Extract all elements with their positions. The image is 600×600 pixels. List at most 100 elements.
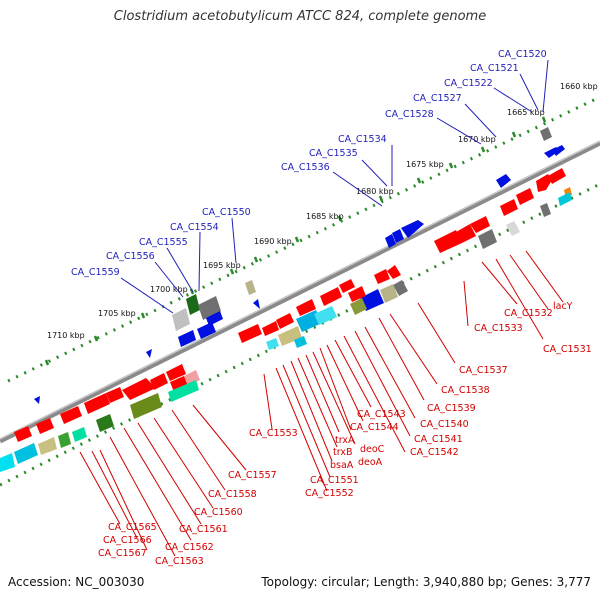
gene-label[interactable]: CA_C1567 [98,548,147,559]
forward-gene-labels: CA_C1520 CA_C1521 CA_C1522 CA_C1527 CA_C… [71,49,547,278]
gene-label[interactable]: deoC [360,444,385,455]
gene-label[interactable]: CA_C1534 [338,134,387,145]
gene-label[interactable]: CA_C1541 [414,434,463,445]
gene-label[interactable]: CA_C1533 [474,323,523,334]
scale-label: 1670 kbp [458,135,496,144]
gene-arrow-blue [392,229,404,243]
gene-label[interactable]: lacY [553,301,573,312]
scale-label: 1685 kbp [306,212,344,221]
gene-arrow-red [60,406,82,424]
gene-box-olive [130,393,162,419]
gene-arrow-red [456,224,476,243]
gene-label[interactable]: CA_C1531 [543,344,592,355]
gene-label[interactable]: CA_C1528 [385,109,434,120]
gene-label[interactable]: CA_C1527 [413,93,462,104]
gene-label[interactable]: CA_C1521 [470,63,519,74]
gene-label[interactable]: CA_C1561 [179,524,228,535]
scale-labels: 1660 kbp 1665 kbp 1670 kbp 1675 kbp 1680… [47,82,598,340]
gene-arrow-red [106,387,124,403]
gene-arrow-blue [496,174,511,188]
gene-arrow-blue [385,234,396,248]
gene-arrow-blue [206,311,223,326]
gene-label[interactable]: CA_C1558 [208,489,257,500]
gene-label[interactable]: CA_C1556 [106,251,155,262]
reverse-leader-lines [79,250,564,557]
gene-box-cyan [266,338,279,350]
gene-box-green [186,294,200,315]
gene-box-teal [72,427,87,442]
gene-label[interactable]: deoA [358,457,383,468]
gene-arrow-red [14,426,32,442]
gene-arrow-blue [34,396,40,404]
gene-label[interactable]: CA_C1565 [108,522,157,533]
gene-label[interactable]: CA_C1540 [420,419,469,430]
scale-label: 1705 kbp [98,309,136,318]
gene-arrow-blue [401,220,424,238]
gene-arrow-red [500,199,518,216]
gene-box-green [96,414,114,432]
gene-label[interactable]: CA_C1522 [444,78,493,89]
gene-box-blue [360,289,384,311]
gene-box-teal [168,380,199,402]
gene-label[interactable]: CA_C1542 [410,447,459,458]
gene-arrow-red [150,373,168,390]
gene-label[interactable]: CA_C1537 [459,365,508,376]
gene-arrow-red [276,313,294,329]
gene-arrow-red [387,265,401,279]
gene-arrow-red [348,286,366,302]
gene-label[interactable]: bsaA [330,460,354,471]
gene-label[interactable]: CA_C1566 [103,535,152,546]
reverse-features [0,168,572,472]
gene-label[interactable]: CA_C1555 [139,237,188,248]
forward-features [34,127,565,404]
gene-label[interactable]: CA_C1557 [228,470,277,481]
gene-label[interactable]: CA_C1544 [350,422,399,433]
gene-arrow-red [470,216,490,233]
inner-dotted-ring [0,182,600,487]
gene-label[interactable]: trxB [333,447,353,458]
gene-box-khaki [380,284,398,303]
gene-arrow-red [548,168,566,184]
gene-arrow-red [320,287,342,306]
gene-label[interactable]: CA_C1554 [170,222,219,233]
gene-box-khaki [245,280,256,295]
gene-label[interactable]: CA_C1553 [249,428,298,439]
gene-arrow-red [536,174,552,192]
gene-arrow-red [170,376,188,392]
gene-label[interactable]: CA_C1550 [202,207,251,218]
gene-box-khaki [278,326,302,346]
genome-summary: Topology: circular; Length: 3,940,880 bp… [261,575,591,589]
scale-label: 1680 kbp [356,187,394,196]
gene-arrow-red [238,324,262,343]
map-title: Clostridium acetobutylicum ATCC 824, com… [113,9,487,24]
gene-arrow-red [166,364,186,381]
gene-label[interactable]: CA_C1560 [194,507,243,518]
gene-label[interactable]: CA_C1538 [441,385,490,396]
scale-label: 1690 kbp [254,237,292,246]
gene-arrow-gray [540,127,552,141]
gene-label[interactable]: CA_C1543 [357,409,406,420]
gene-box-lightgray [506,221,520,236]
gene-label[interactable]: CA_C1559 [71,267,120,278]
gene-arrow-blue [552,145,565,156]
gene-label[interactable]: CA_C1532 [504,308,553,319]
gene-arrow-red [374,269,390,284]
gene-label[interactable]: CA_C1551 [310,475,359,486]
gene-box-cyan [294,336,307,348]
gene-label[interactable]: trxA [335,435,355,446]
gene-label[interactable]: CA_C1562 [165,542,214,553]
scale-label: 1695 kbp [203,261,241,270]
gene-label[interactable]: CA_C1520 [498,49,547,60]
gene-label[interactable]: CA_C1535 [309,148,358,159]
gene-box-olive [350,298,367,315]
gene-label[interactable]: CA_C1552 [305,488,354,499]
gene-arrow-blue [253,299,260,309]
gene-label[interactable]: CA_C1539 [427,403,476,414]
scale-label: 1675 kbp [406,160,444,169]
gene-arrow-blue [197,322,216,339]
gene-box-cyan [314,306,337,325]
gene-label[interactable]: CA_C1536 [281,162,330,173]
gene-label[interactable]: CA_C1563 [155,556,204,567]
